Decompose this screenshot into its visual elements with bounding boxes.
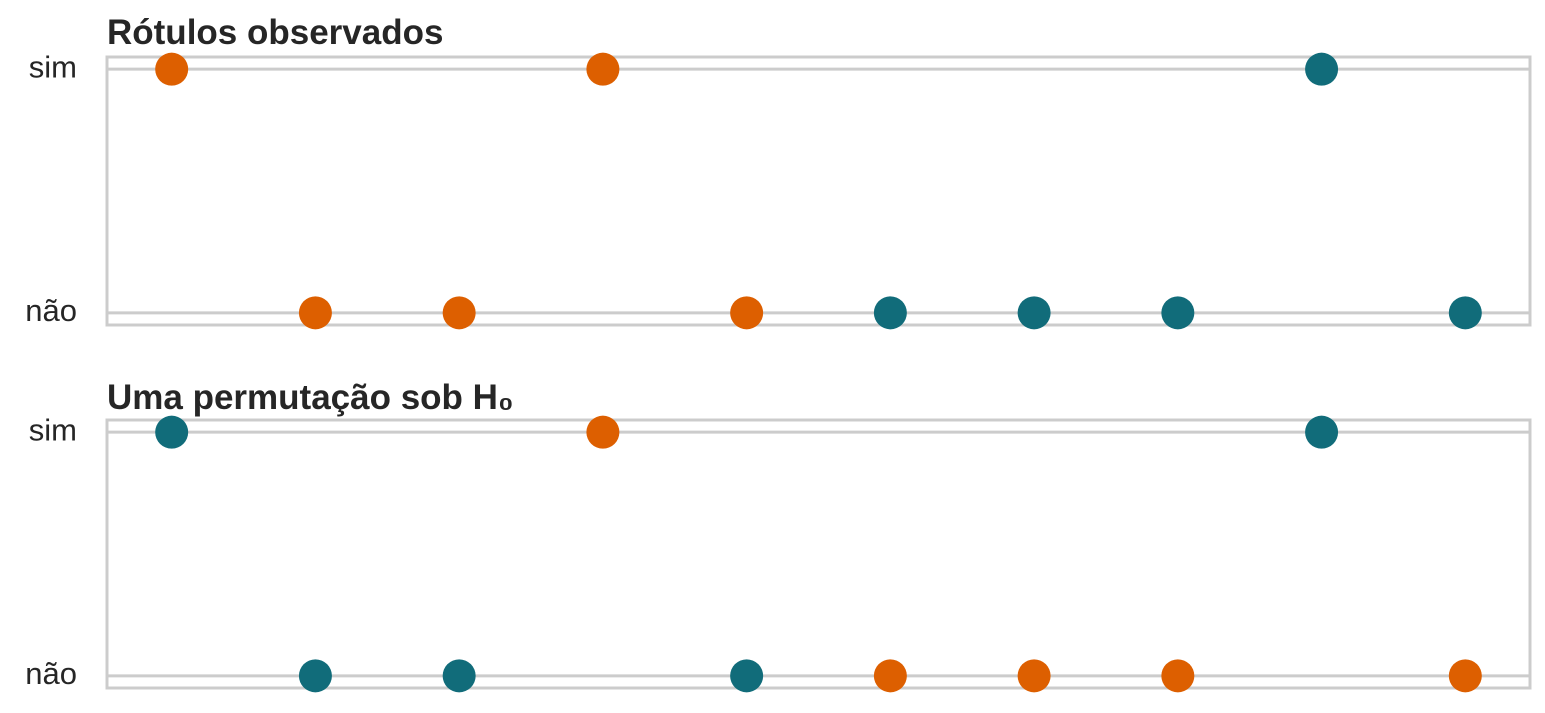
point [155,52,189,86]
point [1017,296,1051,330]
point [1305,415,1339,449]
y-tick-label: não [25,293,77,328]
y-tick-label: sim [29,49,77,84]
axes-frame [105,418,1532,690]
point [442,296,476,330]
point [1448,296,1482,330]
point [298,296,332,330]
subplot-title: Rótulos observados [107,13,443,52]
point [1017,659,1051,693]
point [586,415,620,449]
point [873,659,907,693]
point [1448,659,1482,693]
point [1161,659,1195,693]
point [1161,296,1195,330]
point [873,296,907,330]
y-tick-label: não [25,656,77,691]
y-tick-label: sim [29,412,77,447]
point [1305,52,1339,86]
axes-frame [105,55,1532,327]
point [730,659,764,693]
point [586,52,620,86]
point [298,659,332,693]
subplot-title: Uma permutação sob H₀ [107,378,514,417]
point [155,415,189,449]
point [442,659,476,693]
point [730,296,764,330]
